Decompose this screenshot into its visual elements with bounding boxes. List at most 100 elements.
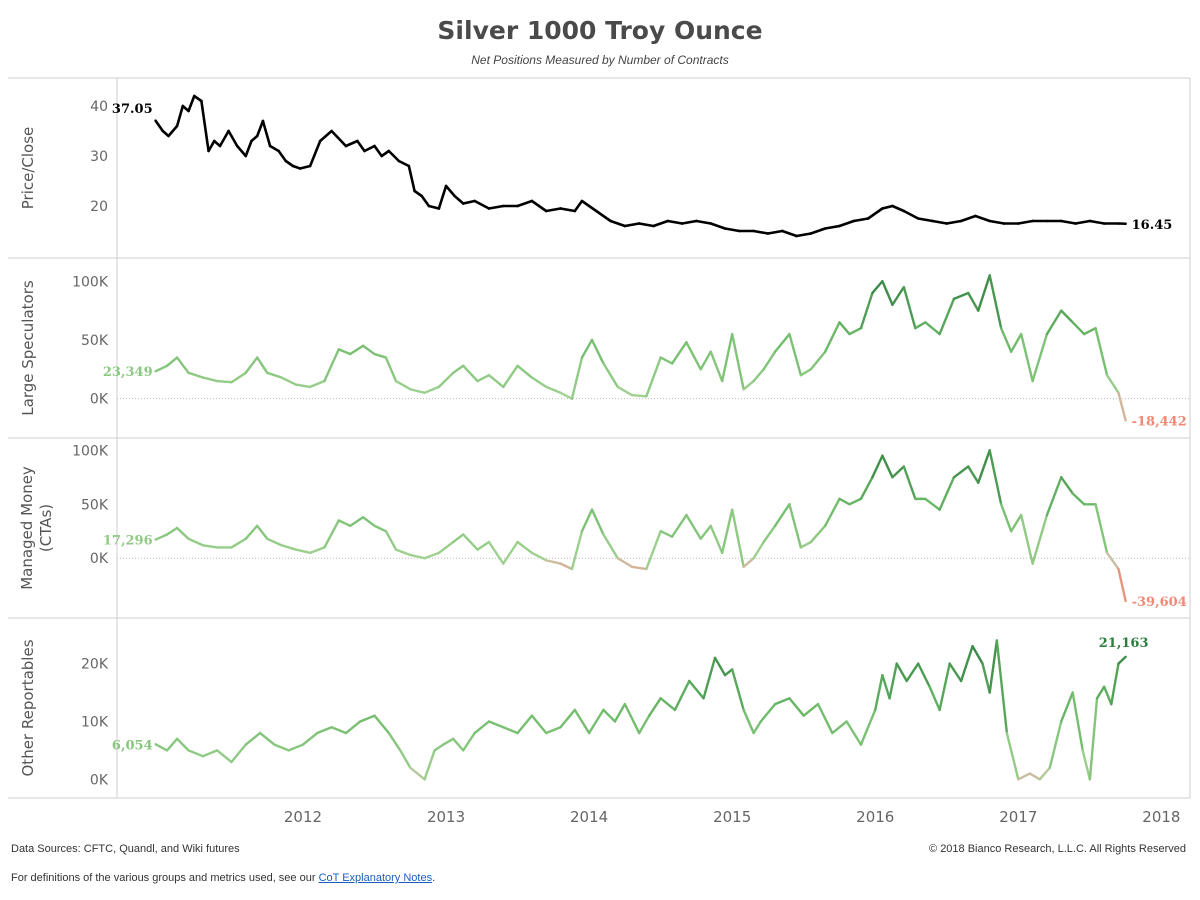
series-segment: [759, 702, 777, 723]
series-segment: [387, 149, 401, 163]
series-segment: [780, 229, 798, 238]
series-segment: [720, 508, 734, 555]
series-segment: [799, 540, 813, 549]
series-segment: [637, 714, 651, 735]
y-axis-label: Other Reportables: [19, 639, 37, 776]
series-segment: [384, 530, 398, 551]
y-tick-label: 30: [90, 149, 108, 165]
series-segment: [788, 697, 805, 717]
series-segment: [330, 129, 348, 148]
series-segment: [773, 503, 791, 528]
start-value-label: 6,054: [112, 738, 153, 753]
data-sources-note: Data Sources: CFTC, Quandl, and Wiki fut…: [11, 843, 240, 855]
series-segment: [948, 662, 963, 683]
series-segment: [730, 332, 745, 391]
series-segment: [316, 726, 333, 735]
series-segment: [544, 207, 562, 213]
series-segment: [452, 364, 465, 375]
series-segment: [373, 352, 388, 359]
series-segment: [838, 497, 851, 506]
series-segment: [630, 393, 648, 398]
series-segment: [453, 194, 465, 205]
series-segment: [337, 348, 352, 356]
series-segment: [201, 544, 219, 549]
series-segment: [1017, 772, 1031, 781]
series-segment: [670, 513, 688, 538]
series-segment: [881, 280, 894, 306]
series-segment: [570, 356, 584, 400]
series-segment: [952, 465, 970, 479]
series-segment: [666, 219, 684, 225]
series-segment: [752, 368, 765, 383]
series-segment: [573, 708, 591, 735]
series-segment: [616, 557, 634, 569]
series-segment: [473, 199, 491, 210]
y-tick-label: 40: [90, 99, 108, 115]
series-segment: [723, 668, 734, 677]
series-segment: [823, 224, 841, 230]
series-segment: [255, 119, 265, 138]
series-segment: [154, 533, 169, 541]
series-segment: [988, 219, 1006, 225]
series-segment: [1060, 691, 1074, 723]
series-segment: [1071, 492, 1086, 506]
series-segment: [441, 737, 455, 746]
y-axis-label: Price/Close: [19, 127, 37, 210]
series-segment: [380, 149, 391, 158]
series-segment: [187, 94, 196, 113]
series-segment: [167, 124, 179, 138]
y-tick-label: 50K: [81, 497, 109, 513]
series-segment: [1009, 332, 1023, 353]
series-segment: [1088, 219, 1106, 225]
series-segment: [1088, 697, 1099, 781]
series-segment: [1045, 476, 1063, 517]
series-segment: [227, 129, 239, 148]
start-value-label: 17,296: [103, 534, 153, 549]
series-segment: [977, 274, 991, 312]
series-segment: [874, 673, 884, 712]
series-segment: [363, 144, 376, 153]
series-segment: [308, 546, 326, 555]
series-segment: [602, 533, 619, 560]
series-segment: [559, 207, 577, 213]
series-segment: [866, 207, 884, 220]
series-segment: [999, 327, 1013, 353]
series-segment: [848, 327, 863, 336]
series-segment: [1048, 720, 1063, 769]
series-segment: [742, 557, 755, 569]
series-segment: [845, 720, 863, 746]
series-segment: [559, 708, 577, 729]
series-segment: [881, 204, 894, 210]
series-segment: [266, 371, 283, 379]
end-value-label: -18,442: [1132, 414, 1187, 429]
series-segment: [373, 714, 391, 735]
definitions-note: For definitions of the various groups an…: [11, 872, 435, 884]
series-segment: [848, 497, 863, 506]
series-segment: [1009, 513, 1023, 533]
series-segment: [995, 639, 1009, 735]
series-segment: [616, 385, 634, 397]
series-segment: [452, 737, 465, 752]
series-segment: [280, 544, 298, 551]
series-segment: [699, 524, 712, 540]
series-segment: [337, 519, 352, 528]
y-tick-label: 0K: [90, 392, 109, 408]
series-segment: [730, 668, 745, 712]
series-segment: [938, 662, 951, 712]
series-segment: [423, 385, 441, 394]
panel-2: Managed Money (CTAs) 0K 50K 100K 17,296 -39,60…: [8, 443, 1190, 619]
series-segment: [859, 476, 874, 501]
series-segment: [713, 656, 727, 677]
series-segment: [695, 219, 713, 225]
series-segment: [752, 720, 762, 735]
series-segment: [852, 217, 870, 223]
series-segment: [652, 219, 670, 228]
panel-1: Large Speculators 0K 50K 100K 23,349 -18,442: [8, 274, 1190, 439]
series-segment: [452, 533, 465, 544]
series-segment: [284, 159, 295, 168]
series-segment: [685, 513, 702, 540]
cot-explanatory-notes-link[interactable]: CoT Explanatory Notes: [318, 872, 433, 884]
series-segment: [280, 376, 298, 386]
series-segment: [891, 285, 906, 306]
series-segment: [602, 362, 619, 389]
